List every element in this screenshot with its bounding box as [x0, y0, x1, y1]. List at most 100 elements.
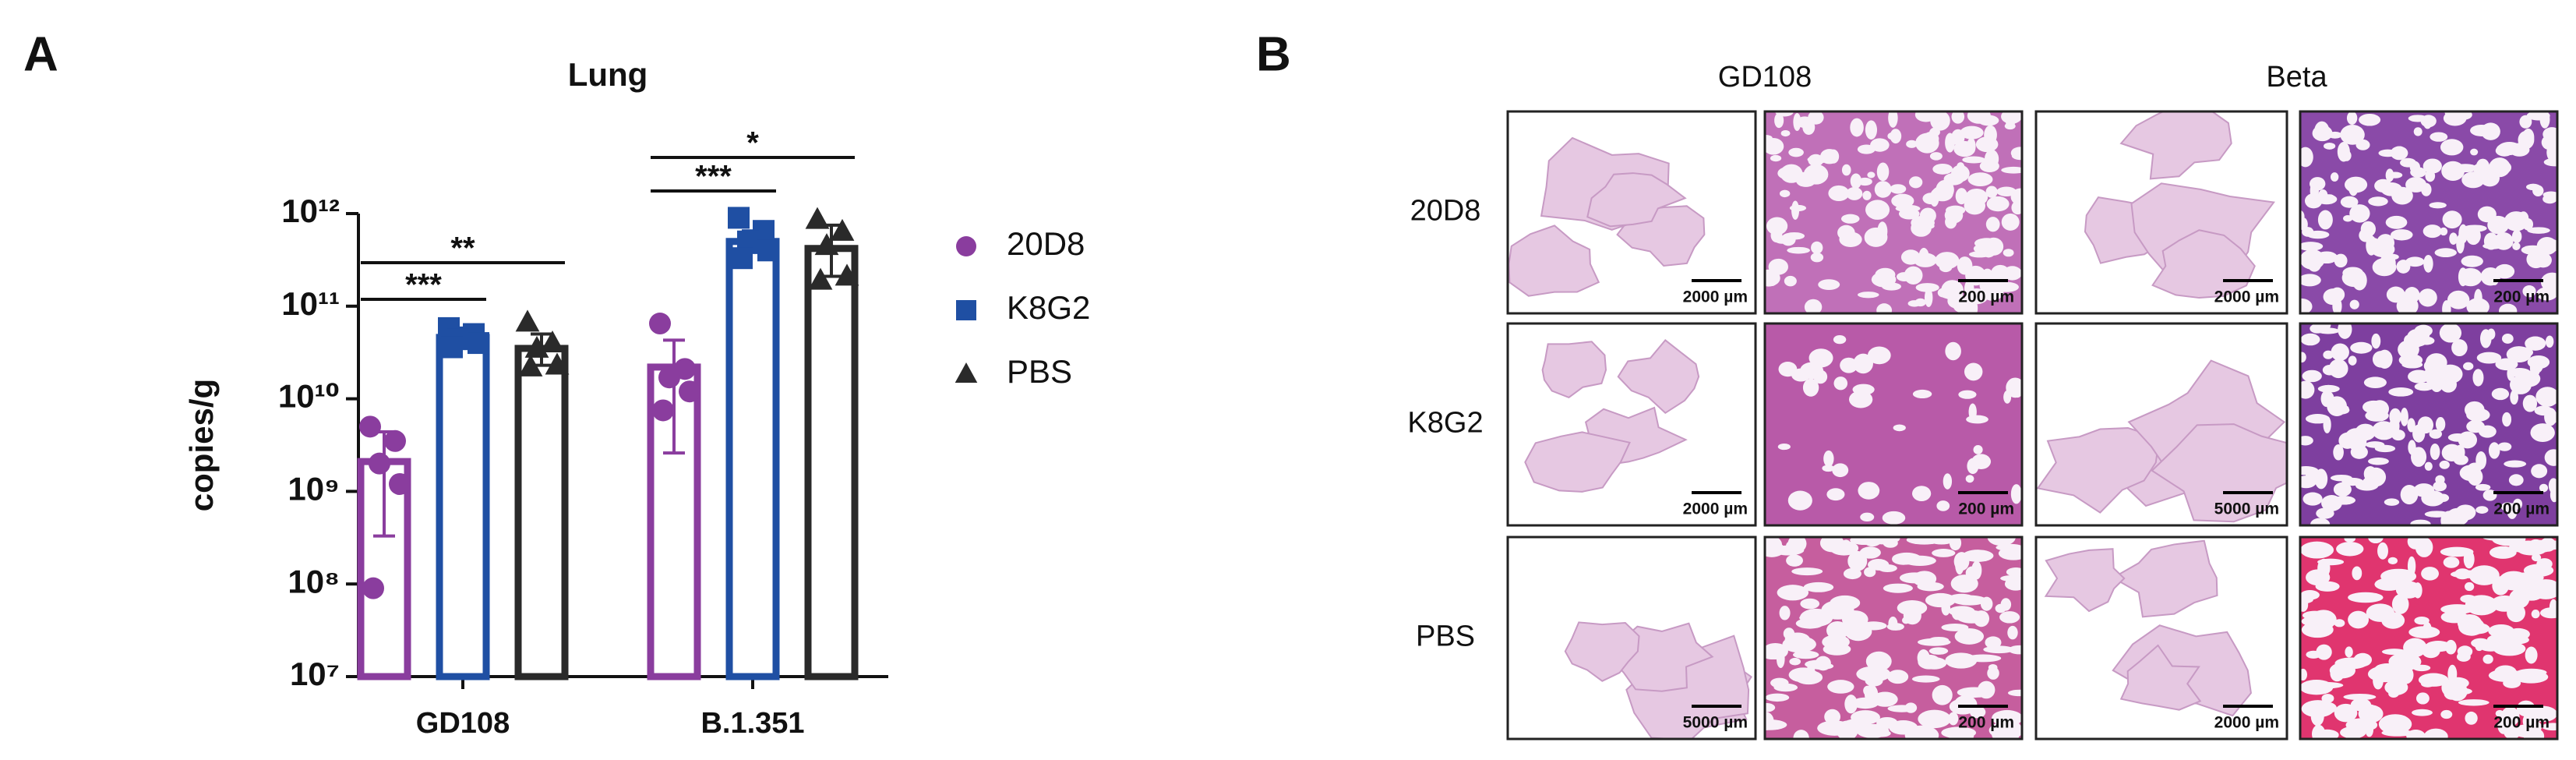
- alveolus: [1887, 670, 1909, 684]
- alveolus: [1944, 207, 1964, 224]
- x-tick-label: GD108: [416, 707, 510, 740]
- alveolus: [1765, 269, 1780, 287]
- alveolus: [2531, 553, 2542, 562]
- alveolus: [2446, 507, 2469, 525]
- alveolus: [1876, 303, 1893, 313]
- alveolus: [2418, 673, 2449, 687]
- alveolus: [1968, 403, 1977, 421]
- alveolus: [1968, 251, 1991, 258]
- data-point: [524, 335, 549, 358]
- bar: [725, 238, 780, 680]
- scale-bar-label: 2000 µm: [2214, 714, 2279, 732]
- alveolus: [2457, 614, 2482, 632]
- alveolus: [1846, 186, 1863, 200]
- data-point: [359, 415, 381, 438]
- bar: [514, 345, 569, 680]
- data-point: [468, 332, 489, 355]
- data-point: [679, 380, 700, 403]
- panel-label: B: [1256, 27, 1291, 81]
- alveolus: [1867, 171, 1876, 179]
- alveolus: [1796, 116, 1813, 129]
- alveolus: [2514, 670, 2549, 684]
- alveolus: [1967, 172, 1993, 187]
- alveolus: [2423, 728, 2448, 739]
- alveolus: [2488, 442, 2500, 459]
- alveolus: [2508, 474, 2524, 486]
- scale-bar-label: 200 µm: [1958, 714, 2014, 732]
- alveolus: [2494, 263, 2515, 279]
- alveolus: [2523, 564, 2554, 578]
- alveolus: [2516, 700, 2535, 717]
- alveolus: [2400, 157, 2416, 168]
- tissue-section: [1541, 341, 1607, 399]
- alveolus: [1995, 603, 2006, 613]
- alveolus: [2323, 350, 2334, 359]
- alveolus: [2518, 211, 2529, 226]
- alveolus: [1840, 357, 1858, 373]
- alveolus: [1841, 164, 1851, 176]
- image-frame: [1506, 110, 1757, 315]
- tissue-section: [2119, 111, 2232, 180]
- alveolus: [2338, 323, 2352, 339]
- alveolus: [2329, 663, 2355, 679]
- alveolus: [2412, 424, 2426, 443]
- alveolus: [2519, 115, 2532, 129]
- alveolus: [2407, 418, 2415, 433]
- image-frame: [1506, 536, 1757, 741]
- alveolus: [2403, 638, 2427, 658]
- alveolus: [2411, 447, 2427, 467]
- alveolus: [1941, 600, 1951, 616]
- alveolus: [2510, 390, 2519, 405]
- alveolus: [1872, 730, 1891, 737]
- alveolus: [1860, 512, 1875, 521]
- alveolus: [1780, 129, 1791, 137]
- alveolus: [1865, 200, 1890, 220]
- alveolus: [1904, 606, 1918, 614]
- alveolus: [2349, 299, 2359, 309]
- alveolus: [1890, 184, 1907, 194]
- alveolus: [2440, 376, 2457, 393]
- alveolus: [2461, 255, 2483, 267]
- alveolus: [1912, 389, 1932, 398]
- alveolus: [1897, 272, 1912, 281]
- alveolus: [2317, 558, 2345, 566]
- alveolus: [1787, 537, 1807, 553]
- alveolus: [1911, 675, 1940, 683]
- alveolus: [2008, 645, 2022, 655]
- alveolus: [2475, 483, 2491, 491]
- alveolus: [2306, 569, 2331, 586]
- alveolus: [1936, 179, 1954, 200]
- alveolus: [1988, 664, 1998, 671]
- alveolus: [1985, 217, 2000, 232]
- alveolus: [2429, 429, 2442, 439]
- data-point: [649, 313, 671, 335]
- alveolus: [1872, 691, 1898, 707]
- chart-title: Lung: [568, 56, 648, 93]
- image-frame: [1763, 110, 2024, 315]
- alveolus: [1904, 725, 1939, 739]
- alveolus: [1774, 235, 1790, 244]
- alveolus: [2532, 185, 2544, 197]
- data-point: [956, 236, 976, 256]
- alveolus: [2365, 409, 2389, 422]
- alveolus: [2300, 596, 2313, 604]
- histology-image: 200 µm: [2299, 322, 2559, 527]
- alveolus: [2300, 436, 2313, 446]
- alveolus: [1774, 112, 1784, 129]
- alveolus: [1808, 154, 1824, 167]
- alveolus: [1791, 567, 1823, 576]
- alveolus: [2424, 365, 2440, 385]
- alveolus: [2454, 568, 2471, 580]
- data-point: [808, 267, 833, 290]
- alveolus: [2470, 148, 2479, 156]
- alveolus: [1796, 175, 1816, 187]
- image-frame: [2299, 110, 2559, 315]
- legend-label: PBS: [1007, 353, 1072, 390]
- alveolus: [1965, 475, 1974, 483]
- alveolus: [2011, 200, 2022, 215]
- alveolus: [2539, 483, 2549, 493]
- alveolus: [2348, 355, 2357, 366]
- alveolus: [2488, 624, 2514, 638]
- alveolus: [1979, 160, 1999, 172]
